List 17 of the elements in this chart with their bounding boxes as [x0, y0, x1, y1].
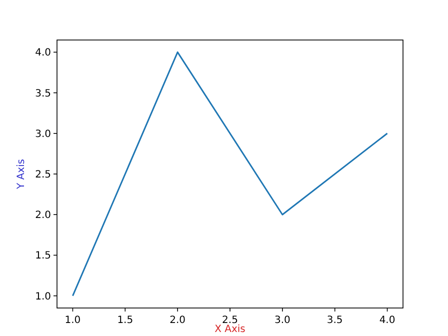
x-tick-label: 3.0: [274, 315, 290, 326]
x-tick-label: 2.5: [222, 315, 238, 326]
line-series: [72, 51, 388, 297]
x-axis-title: X Axis: [214, 324, 246, 335]
y-tick-label: 2.0: [35, 210, 51, 222]
x-tick-label: 3.5: [326, 315, 343, 326]
y-tick-label: 3.0: [35, 128, 51, 140]
y-tick-label: 1.5: [35, 250, 51, 262]
y-tick-label: 3.5: [35, 88, 51, 100]
x-tick-label: 2.0: [170, 315, 186, 326]
y-tick-label: 1.0: [35, 291, 51, 302]
x-tick-label: 1.5: [117, 315, 134, 326]
y-tick-label: 4.0: [35, 48, 51, 59]
y-tick-label: 2.5: [35, 170, 51, 180]
x-tick-label: 1.0: [64, 315, 81, 326]
y-axis-title: Y Axis: [16, 158, 27, 190]
x-tick-label: 4.0: [379, 315, 396, 326]
